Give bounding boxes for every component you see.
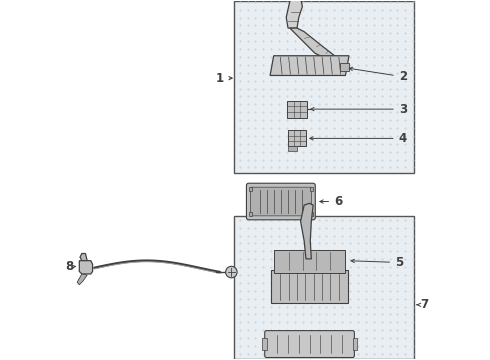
Bar bbox=[248, 212, 252, 216]
Bar bbox=[353, 338, 357, 350]
Bar bbox=[234, 1, 414, 173]
Polygon shape bbox=[286, 0, 302, 28]
FancyBboxPatch shape bbox=[250, 187, 311, 216]
Polygon shape bbox=[79, 261, 93, 274]
Text: 2: 2 bbox=[349, 67, 407, 83]
Bar bbox=[262, 338, 267, 350]
Polygon shape bbox=[270, 56, 349, 76]
Bar bbox=[310, 212, 313, 216]
Text: 8: 8 bbox=[65, 260, 74, 273]
Bar bbox=[234, 216, 414, 359]
FancyBboxPatch shape bbox=[246, 183, 315, 220]
Text: 6: 6 bbox=[320, 195, 343, 208]
Bar bbox=[310, 187, 313, 191]
Text: 3: 3 bbox=[311, 103, 407, 116]
Text: 1: 1 bbox=[216, 72, 232, 85]
FancyBboxPatch shape bbox=[265, 330, 354, 357]
Bar bbox=[340, 63, 349, 71]
Text: 7: 7 bbox=[421, 298, 429, 311]
Text: 5: 5 bbox=[351, 256, 403, 269]
Circle shape bbox=[225, 266, 237, 278]
FancyBboxPatch shape bbox=[271, 270, 348, 303]
Polygon shape bbox=[300, 203, 313, 259]
Bar bbox=[288, 147, 297, 151]
Polygon shape bbox=[80, 253, 87, 261]
Text: 4: 4 bbox=[310, 132, 407, 145]
Bar bbox=[288, 130, 306, 147]
FancyBboxPatch shape bbox=[274, 249, 344, 273]
Bar bbox=[248, 187, 252, 191]
Polygon shape bbox=[77, 274, 87, 285]
Polygon shape bbox=[290, 28, 338, 62]
Bar bbox=[287, 100, 307, 118]
